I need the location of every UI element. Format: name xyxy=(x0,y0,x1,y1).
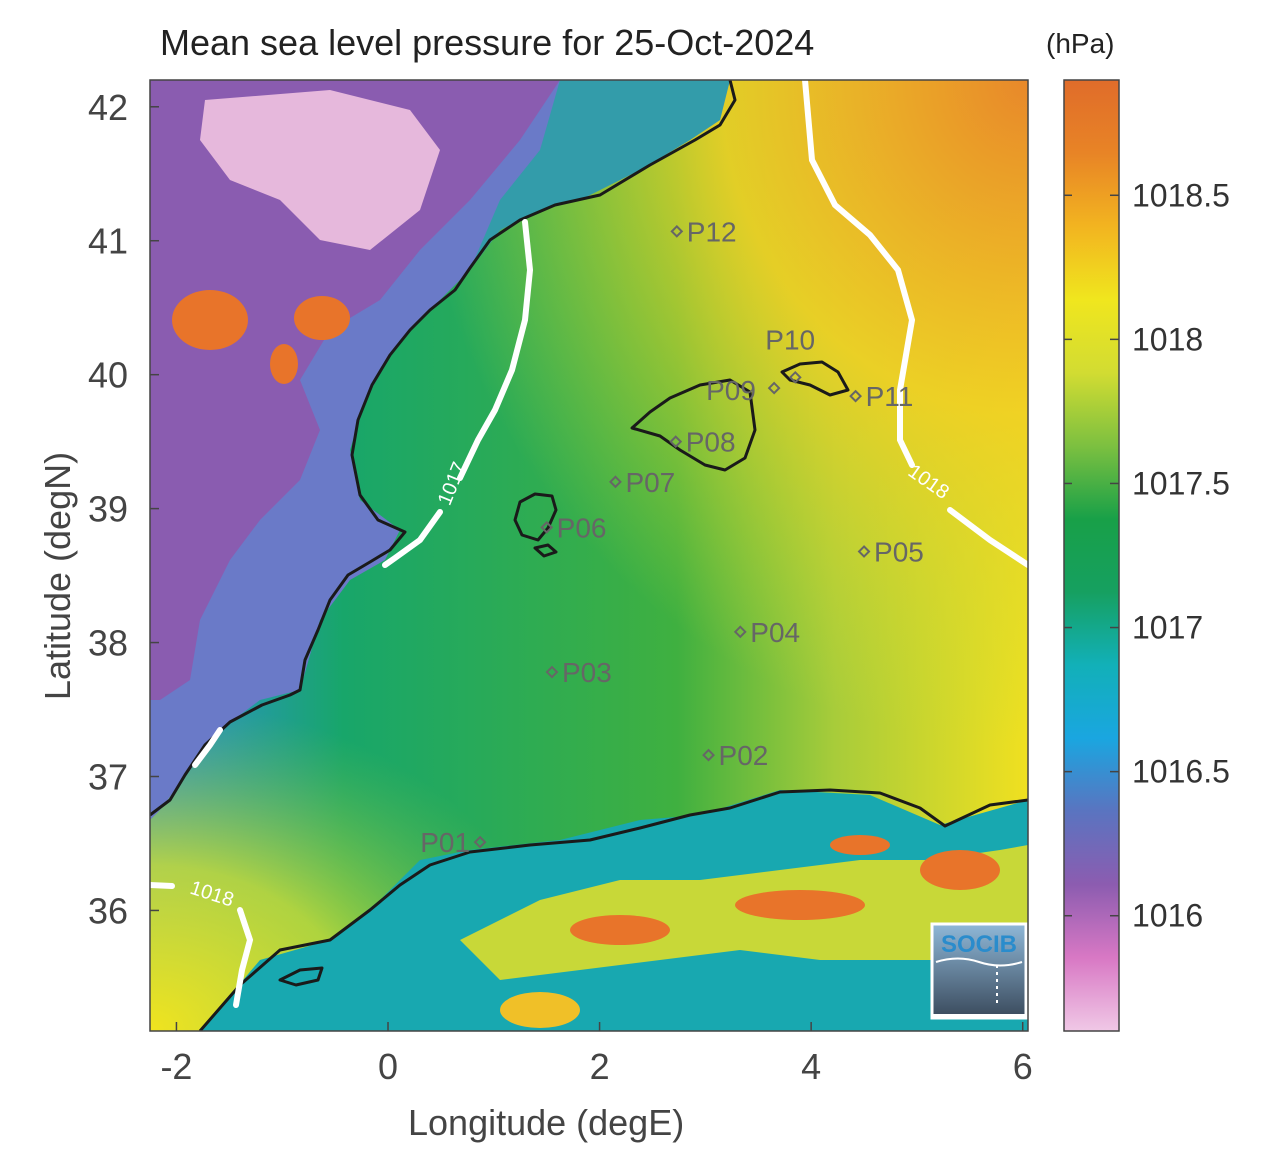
y-tick-label: 42 xyxy=(88,87,128,128)
station-label: P04 xyxy=(750,617,800,648)
africa-high-spot xyxy=(500,992,580,1028)
station-marker-icon xyxy=(849,389,862,403)
map-title: Mean sea level pressure for 25-Oct-2024 xyxy=(160,22,815,63)
station-marker-icon xyxy=(733,625,747,639)
y-axis-ticks: 36 37 38 39 40 41 42 xyxy=(88,87,159,931)
y-tick-label: 41 xyxy=(88,221,128,262)
station-p07: P07 xyxy=(609,467,675,498)
station-p03: P03 xyxy=(545,657,612,688)
isobar-1018-northeast xyxy=(802,80,916,468)
station-p06: P06 xyxy=(540,512,607,543)
station-marker-icon xyxy=(767,381,781,395)
x-axis-ticks: -2 0 2 4 6 xyxy=(160,1022,1033,1087)
isobar-1017-south xyxy=(192,727,223,768)
iberia-high-spot xyxy=(270,344,298,384)
station-marker-icon xyxy=(473,835,487,849)
africa-high-spot xyxy=(920,850,1000,890)
colorbar-unit: (hPa) xyxy=(1046,28,1115,59)
socib-logo: SOCIB xyxy=(930,922,1028,1020)
station-label: P02 xyxy=(719,740,769,771)
station-p10: P10 xyxy=(765,324,815,384)
africa-high-spot xyxy=(570,915,670,945)
alboran-coastline xyxy=(278,966,324,987)
colorbar xyxy=(1064,80,1119,1031)
station-label: P09 xyxy=(706,375,756,406)
station-p11: P11 xyxy=(849,381,914,412)
colorbar-tick-label: 1016.5 xyxy=(1132,754,1230,790)
colorbar-ticks: 1016 1016.5 1017 1017.5 1018 1018.5 xyxy=(1064,177,1230,934)
x-tick-label: -2 xyxy=(160,1046,192,1087)
y-tick-label: 39 xyxy=(88,489,128,530)
africa-high-spot xyxy=(735,890,865,920)
x-tick-label: 6 xyxy=(1013,1046,1033,1087)
logo-text: SOCIB xyxy=(941,931,1017,958)
station-label: P08 xyxy=(686,427,736,458)
x-tick-label: 2 xyxy=(590,1046,610,1087)
station-marker-icon xyxy=(857,545,871,558)
station-marker-icon xyxy=(609,475,622,489)
station-p04: P04 xyxy=(733,617,800,648)
station-p12: P12 xyxy=(670,216,737,247)
station-label: P12 xyxy=(687,216,737,247)
iberia-high-spot xyxy=(172,290,248,350)
isobar-1018-southwest xyxy=(150,882,175,889)
station-p08: P08 xyxy=(669,427,736,458)
colorbar-frame xyxy=(1063,79,1120,1032)
station-marker-icon xyxy=(540,520,554,534)
map-frame xyxy=(149,79,1029,1032)
station-marker-icon xyxy=(788,370,802,384)
colorbar-tick-label: 1016 xyxy=(1132,898,1203,934)
coastal-lowland-field xyxy=(470,80,730,270)
iberia-peak-field xyxy=(200,90,440,250)
station-label: P06 xyxy=(557,512,607,543)
station-markers: P01 P02 P03 P04 P05 P06 P07 P08 P09 P10 P11 P12 xyxy=(420,216,924,858)
station-marker-icon xyxy=(670,224,684,238)
colorbar-tick-label: 1018.5 xyxy=(1132,177,1230,213)
station-label: P01 xyxy=(420,827,470,858)
station-label: P03 xyxy=(562,657,612,688)
y-tick-label: 40 xyxy=(88,355,128,396)
y-tick-label: 37 xyxy=(88,757,128,798)
station-label: P07 xyxy=(625,467,675,498)
station-marker-icon xyxy=(669,435,683,449)
map-plot-area: 1017 1018 1018 P01P02P03P04P05P06P07P08P… xyxy=(150,80,1028,1031)
africa-high-spot xyxy=(830,835,890,855)
station-p09: P09 xyxy=(706,375,781,406)
iberia-high-spot xyxy=(294,296,350,340)
africa-coastline xyxy=(198,788,1028,1031)
mallorca-coastline xyxy=(630,378,757,472)
isobar-1018-northeast-lower xyxy=(947,507,1028,568)
isobar-1017-east xyxy=(457,219,534,481)
colorbar-tick-label: 1017 xyxy=(1132,610,1203,646)
colorbar-tick-label: 1017.5 xyxy=(1132,465,1230,501)
x-tick-label: 0 xyxy=(378,1046,398,1087)
station-label: P11 xyxy=(866,381,914,412)
x-axis-label: Longitude (degE) xyxy=(408,1102,685,1143)
station-marker-icon xyxy=(545,665,559,679)
formentera-coastline xyxy=(533,543,558,558)
station-marker-icon xyxy=(702,748,715,762)
y-tick-label: 38 xyxy=(88,623,128,664)
colorbar-tick-label: 1018 xyxy=(1132,321,1203,357)
station-p01: P01 xyxy=(420,827,487,858)
iberia-coastline xyxy=(150,80,737,817)
coastlines xyxy=(150,80,1028,1031)
iberia-highland-field xyxy=(150,80,560,700)
isobar-1017-east-lower xyxy=(382,509,443,568)
station-label: P10 xyxy=(765,324,815,355)
station-p02: P02 xyxy=(702,740,769,771)
station-p05: P05 xyxy=(857,536,924,567)
station-label: P05 xyxy=(874,536,924,567)
isobar-1018-southwest-lower xyxy=(233,907,254,1008)
ibiza-coastline xyxy=(513,492,558,542)
x-tick-label: 4 xyxy=(801,1046,821,1087)
y-tick-label: 36 xyxy=(88,890,128,931)
isobars xyxy=(150,80,1028,1008)
